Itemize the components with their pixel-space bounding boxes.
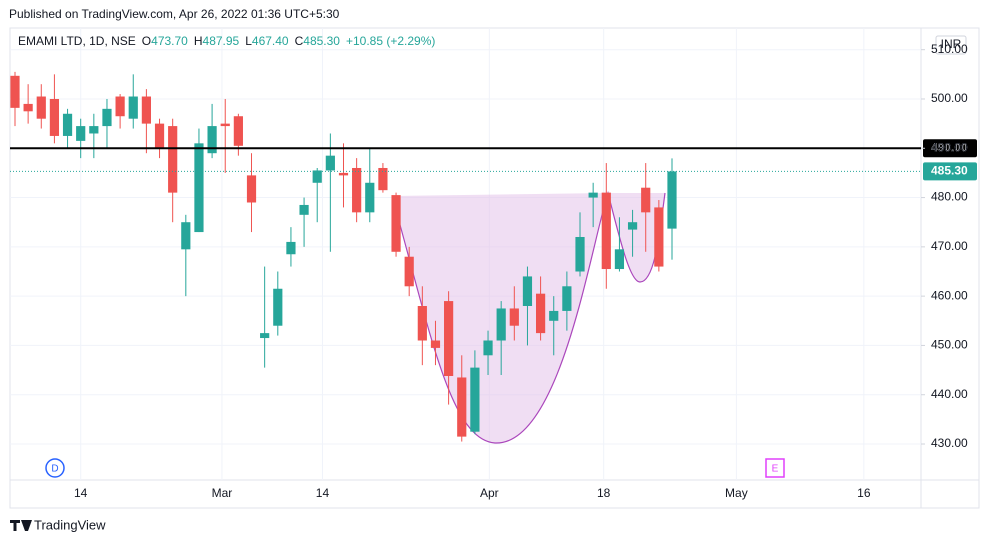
candle-body bbox=[535, 293, 546, 334]
candle-body bbox=[128, 96, 138, 119]
y-tick-label: 510.00 bbox=[931, 42, 968, 56]
candle-body bbox=[417, 306, 427, 341]
ohlc-prefix: H bbox=[194, 34, 203, 48]
candle-body bbox=[207, 126, 217, 154]
candle-body bbox=[352, 167, 362, 213]
x-tick-label: Mar bbox=[212, 486, 233, 500]
x-tick-label: 14 bbox=[74, 486, 88, 500]
y-tick-label: 500.00 bbox=[931, 91, 968, 105]
candles bbox=[10, 71, 677, 442]
candle-body bbox=[273, 288, 283, 326]
cup-shape-curve bbox=[391, 190, 666, 444]
symbol-label: EMAMI LTD, 1D, NSE bbox=[18, 34, 136, 48]
y-tick-label: 470.00 bbox=[931, 239, 968, 253]
tradingview-logo bbox=[10, 520, 32, 531]
candle-body bbox=[338, 172, 349, 176]
candle-body bbox=[667, 171, 677, 229]
last-price-badge bbox=[923, 162, 977, 181]
chart-frame bbox=[9, 27, 980, 509]
candle-body bbox=[496, 308, 506, 341]
candle-body bbox=[470, 367, 480, 432]
y-tick-label: 480.00 bbox=[931, 190, 968, 204]
candle-body bbox=[601, 192, 611, 270]
earnings-marker[interactable] bbox=[765, 458, 785, 478]
currency-label: INR bbox=[941, 37, 962, 51]
hline-badge bbox=[923, 139, 977, 158]
candle-body bbox=[260, 333, 270, 339]
candle-body bbox=[89, 126, 99, 134]
candle-body bbox=[246, 175, 257, 203]
candle-body bbox=[444, 301, 454, 376]
candle-body bbox=[404, 256, 414, 287]
brand-label: TradingView bbox=[34, 517, 106, 532]
x-tick-label: Apr bbox=[480, 486, 499, 500]
candle-body bbox=[575, 236, 585, 272]
currency-box bbox=[935, 35, 967, 55]
y-tick-label: 430.00 bbox=[931, 436, 968, 450]
x-tick-label: 14 bbox=[316, 486, 330, 500]
candle-body bbox=[115, 96, 125, 117]
candle-body bbox=[522, 276, 533, 307]
hline-label: 490.00 bbox=[931, 140, 968, 154]
candle-body bbox=[286, 241, 296, 255]
candle-body bbox=[76, 126, 86, 141]
ohlc-prefix: O bbox=[142, 34, 151, 48]
candle-body bbox=[483, 340, 493, 356]
candle-body bbox=[233, 116, 243, 146]
candle-body bbox=[194, 143, 204, 233]
candle-body bbox=[457, 377, 467, 437]
x-tick-label: 18 bbox=[597, 486, 611, 500]
candle-body bbox=[312, 170, 322, 183]
ohlc-value: 487.95 bbox=[203, 34, 240, 48]
candle-body bbox=[654, 207, 664, 267]
published-note: Published on TradingView.com, Apr 26, 20… bbox=[9, 7, 340, 21]
candle-body bbox=[430, 340, 441, 348]
candle-body bbox=[325, 155, 335, 171]
y-tick-label: 490.00 bbox=[931, 140, 968, 154]
y-tick-label: 450.00 bbox=[931, 338, 968, 352]
x-tick-label: May bbox=[725, 486, 748, 500]
ohlc-value: 485.30 bbox=[303, 34, 340, 48]
dividend-marker-label: D bbox=[51, 464, 58, 475]
candle-body bbox=[299, 204, 309, 215]
candle-body bbox=[220, 123, 230, 127]
cup-shape-fill bbox=[392, 193, 665, 444]
candle-body bbox=[23, 103, 33, 112]
candle-body bbox=[588, 192, 598, 198]
candle-body bbox=[641, 187, 651, 213]
dividend-marker[interactable] bbox=[45, 458, 65, 478]
y-tick-label: 440.00 bbox=[931, 387, 968, 401]
y-tick-label: 460.00 bbox=[931, 288, 968, 302]
candle-body bbox=[10, 75, 20, 108]
candle-body bbox=[509, 308, 519, 326]
candle-body bbox=[627, 222, 638, 230]
candle-body bbox=[614, 249, 625, 270]
ohlc-value: +10.85 (+2.29%) bbox=[346, 34, 435, 48]
candle-body bbox=[102, 108, 112, 127]
candle-body bbox=[154, 123, 165, 149]
candle-body bbox=[168, 126, 178, 193]
x-tick-label: 16 bbox=[857, 486, 871, 500]
candle-body bbox=[378, 167, 388, 191]
ohlc-prefix: C bbox=[295, 34, 304, 48]
candle-body bbox=[549, 310, 559, 321]
ohlc-value: 473.70 bbox=[151, 34, 188, 48]
candle-body bbox=[36, 96, 46, 119]
candle-body bbox=[391, 195, 401, 252]
candle-body bbox=[181, 222, 191, 250]
candle-body bbox=[562, 286, 572, 311]
candle-body bbox=[62, 113, 73, 136]
overlay: 490.00 485.30 bbox=[10, 139, 977, 181]
candle-body bbox=[49, 98, 60, 136]
candle-body bbox=[141, 96, 151, 124]
last-price-label: 485.30 bbox=[931, 164, 968, 178]
ohlc-value: 467.40 bbox=[252, 34, 289, 48]
ohlc-prefix: L bbox=[245, 34, 252, 48]
earnings-marker-label: E bbox=[772, 464, 779, 475]
candle-body bbox=[365, 182, 375, 213]
